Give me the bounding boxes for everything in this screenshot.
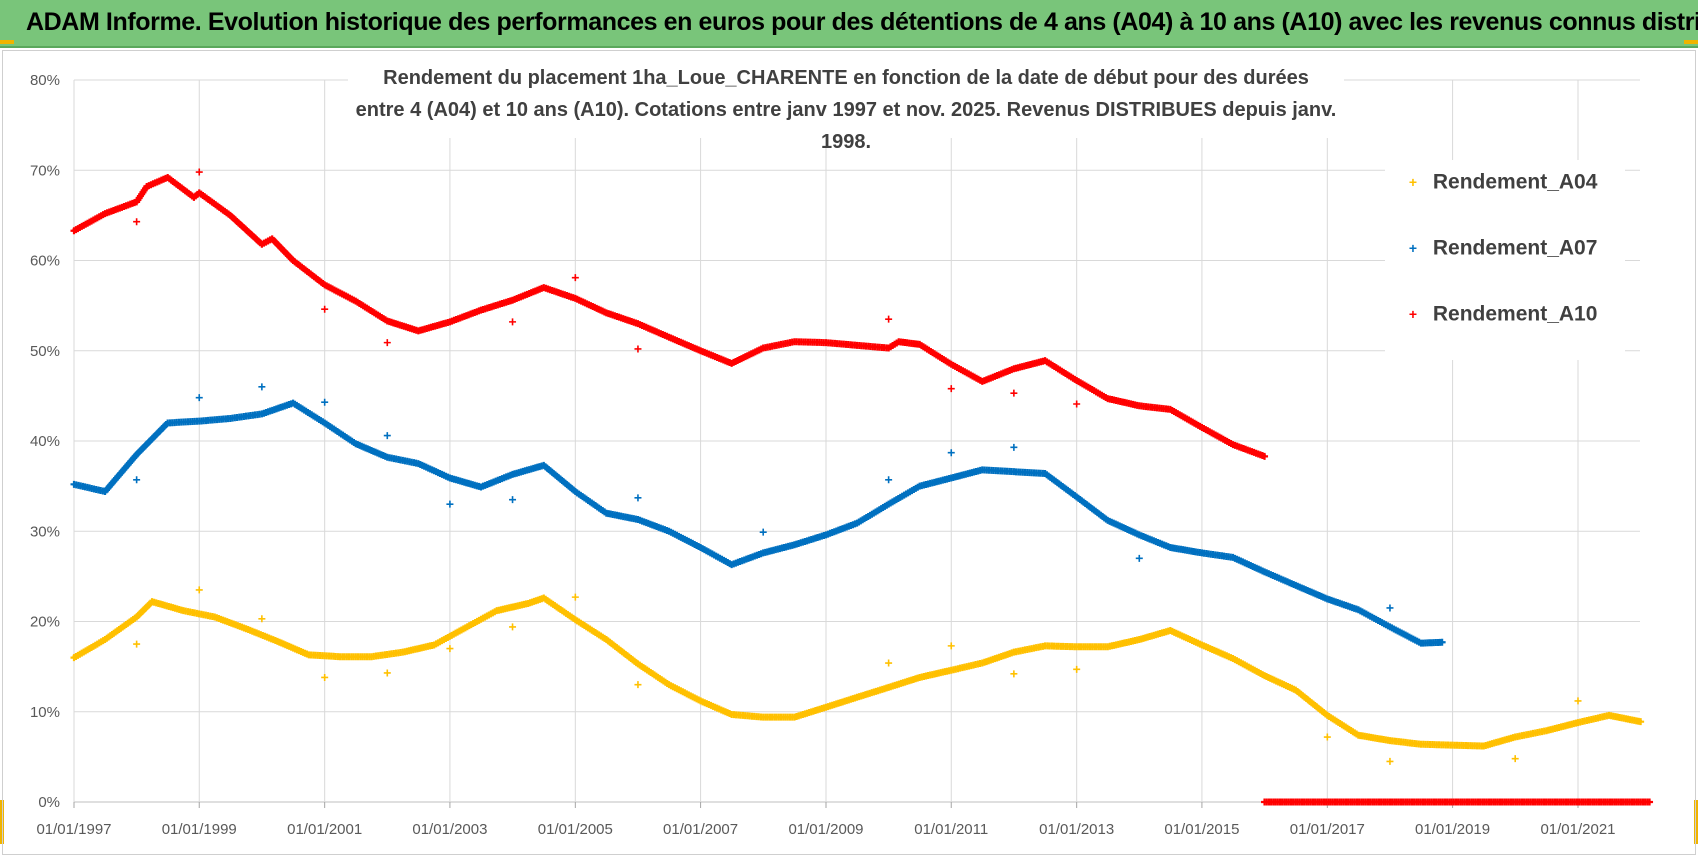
y-tick-label: 10% — [30, 704, 60, 721]
rendement-a04-outlier — [446, 645, 454, 653]
legend-marker-a04: + — [1408, 174, 1418, 191]
rendement-a07-outlier — [509, 496, 517, 504]
legend-label-a04: Rendement_A04 — [1432, 170, 1598, 194]
rendement-a04-outlier — [133, 640, 141, 648]
x-tick-label: 01/01/2011 — [914, 821, 988, 838]
rendement-a07-outlier — [133, 476, 141, 484]
rendement-a10-outlier — [1073, 400, 1081, 408]
rendement-a07-outlier — [258, 383, 266, 391]
x-tick-label: 01/01/2015 — [1164, 821, 1239, 838]
rendement-a07-outlier — [1386, 604, 1394, 612]
x-tick-label: 01/01/2005 — [538, 821, 613, 838]
axis-layer: 0% 10% 20% 30% 40% 50% 60% 70% 80% 01/01/1997 01/0… — [30, 72, 1616, 838]
corner-accent-top-left — [0, 40, 14, 44]
rendement-a04-outlier — [634, 681, 642, 689]
rendement-a10-outlier — [509, 318, 517, 326]
report-header: ADAM Informe. Evolution historique des p… — [0, 0, 1698, 48]
report-title: ADAM Informe. Evolution historique des p… — [26, 8, 1698, 36]
chart-frame — [2, 50, 1696, 855]
rendement-a04-outlier — [321, 673, 329, 681]
y-tick-label: 60% — [30, 253, 60, 270]
rendement-a07-outlier — [1010, 443, 1018, 451]
rendement-a04-outlier — [1386, 757, 1394, 765]
y-tick-label: 0% — [38, 794, 60, 811]
x-tick-label: 01/01/2009 — [788, 821, 863, 838]
legend-item-a10: + Rendement_A10 — [1405, 302, 1598, 332]
x-tick-label: 01/01/2007 — [663, 821, 738, 838]
rendement-a10-zero-point — [1646, 798, 1654, 806]
x-tick-label: 01/01/2013 — [1039, 821, 1114, 838]
rendement-a10-outlier — [133, 218, 141, 226]
y-tick-label: 80% — [30, 72, 60, 89]
rendement-a10-outlier — [885, 315, 893, 323]
rendement-a07-outlier — [1135, 554, 1143, 562]
rendement-a07-point — [1438, 638, 1446, 646]
series-layer — [70, 168, 1654, 806]
corner-accent-top-right — [1684, 40, 1698, 44]
rendement-a10-outlier — [195, 168, 203, 176]
rendement-a07-outlier — [446, 500, 454, 508]
rendement-a10-outlier — [1010, 389, 1018, 397]
rendement-a07-outlier — [195, 394, 203, 402]
chart-legend: + Rendement_A04 + Rendement_A07 + Rendem… — [1385, 160, 1625, 360]
rendement-a04-outlier — [383, 669, 391, 677]
rendement-a07-outlier — [634, 494, 642, 502]
rendement-a07-outlier — [383, 432, 391, 440]
rendement-a04-outlier — [571, 593, 579, 601]
chart-title-line-1: Rendement du placement 1ha_Loue_CHARENTE… — [383, 67, 1309, 89]
rendement-a07-outlier — [885, 476, 893, 484]
legend-label-a10: Rendement_A10 — [1432, 302, 1598, 326]
rendement-a10-outlier — [571, 274, 579, 282]
rendement-a04-outlier — [947, 642, 955, 650]
rendement-a10-point — [1261, 452, 1269, 460]
rendement-a04-outlier — [1574, 697, 1582, 705]
rendement-a04-outlier — [1511, 755, 1519, 763]
y-tick-label: 20% — [30, 614, 60, 631]
rendement-a04-outlier — [195, 586, 203, 594]
y-tick-label: 40% — [30, 433, 60, 450]
chart-title-line-2: entre 4 (A04) et 10 ans (A10). Cotations… — [355, 99, 1337, 153]
rendement-a04-outlier — [1073, 665, 1081, 673]
x-tick-label: 01/01/1999 — [162, 821, 237, 838]
rendement-a04-outlier — [1010, 670, 1018, 678]
x-tick-label: 01/01/2001 — [287, 821, 362, 838]
rendement-a07-outlier — [947, 449, 955, 457]
rendement-a04-outlier — [1323, 733, 1331, 741]
x-tick-label: 01/01/2019 — [1415, 821, 1490, 838]
legend-item-a04: + Rendement_A04 — [1405, 170, 1598, 200]
rendement-a07-outlier — [759, 528, 767, 536]
y-tick-label: 70% — [30, 162, 60, 179]
rendement-a10-outlier — [634, 345, 642, 353]
legend-marker-a10: + — [1408, 306, 1418, 323]
rendement-a04-outlier — [509, 623, 517, 631]
x-tick-label: 01/01/2003 — [412, 821, 487, 838]
corner-accent-bottom-right — [1694, 800, 1698, 844]
rendement-a04-point — [1637, 718, 1645, 726]
rendement-a10-outlier — [947, 385, 955, 393]
rendement-a04-outlier — [258, 615, 266, 623]
chart-title: Rendement du placement 1ha_Loue_CHARENTE… — [348, 62, 1344, 153]
rendement-a04-outlier — [885, 659, 893, 667]
y-tick-label: 50% — [30, 343, 60, 360]
rendement-a07-outlier — [321, 398, 329, 406]
legend-item-a07: + Rendement_A07 — [1405, 236, 1598, 266]
y-tick-label: 30% — [30, 523, 60, 540]
legend-marker-a07: + — [1408, 240, 1418, 257]
x-tick-label: 01/01/2017 — [1290, 821, 1365, 838]
x-tick-label: 01/01/1997 — [36, 821, 111, 838]
rendement-a10-outlier — [321, 305, 329, 313]
rendement-a10-outlier — [383, 339, 391, 347]
legend-label-a07: Rendement_A07 — [1432, 236, 1598, 260]
x-tick-label: 01/01/2021 — [1540, 821, 1615, 838]
